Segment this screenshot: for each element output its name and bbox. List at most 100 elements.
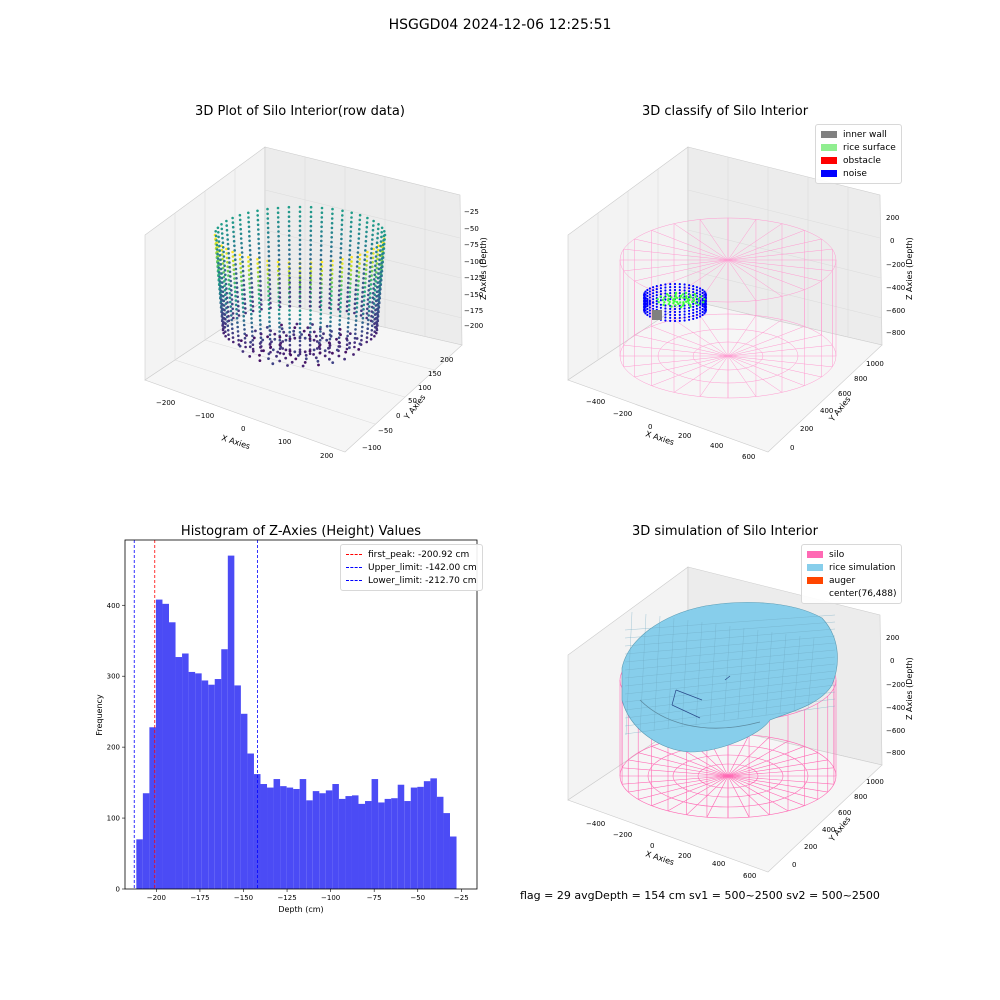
noise-point <box>701 313 704 317</box>
histogram-xtick-label: −75 <box>367 894 382 902</box>
scatter-point <box>219 267 223 271</box>
scatter-point <box>355 279 358 282</box>
scatter-point <box>268 316 271 319</box>
noise-point <box>655 302 658 305</box>
scatter-point <box>244 307 247 310</box>
scatter-point <box>268 283 272 286</box>
scatter-point <box>278 296 282 299</box>
scatter-point <box>340 237 343 241</box>
scatter-point <box>309 274 313 278</box>
histogram-bar <box>201 680 209 889</box>
scatter-point <box>220 298 223 301</box>
scatter-point <box>218 280 222 283</box>
silo-wire <box>727 775 770 816</box>
silo-wire <box>623 344 729 357</box>
scatter-point <box>370 247 373 250</box>
noise-point <box>703 312 706 315</box>
rice-surface-point <box>670 305 673 308</box>
scatter-point <box>237 304 240 308</box>
panel1-xtick: −200 <box>156 399 175 407</box>
scatter-point <box>309 322 312 325</box>
noise-point <box>699 306 702 309</box>
scatter-point <box>348 332 352 335</box>
scatter-point <box>374 275 378 279</box>
legend-label: silo <box>829 549 845 560</box>
scatter-point <box>259 284 262 288</box>
silo-wire <box>727 736 770 777</box>
scatter-point <box>319 286 322 290</box>
scatter-point <box>240 241 243 245</box>
noise-point <box>655 288 658 291</box>
noise-point <box>704 307 707 310</box>
scatter-point <box>371 265 374 269</box>
scatter-point <box>260 349 263 353</box>
histogram-bar <box>286 787 294 889</box>
histogram-bar <box>358 803 366 889</box>
scatter-point <box>298 243 302 246</box>
scatter-point <box>377 263 381 266</box>
scatter-point <box>293 326 297 329</box>
scatter-point <box>239 227 242 231</box>
scatter-point <box>375 241 379 244</box>
scatter-point <box>331 361 335 364</box>
scatter-point <box>218 249 221 252</box>
scatter-point <box>277 225 280 229</box>
scatter-point <box>215 248 219 251</box>
scatter-point <box>288 262 291 266</box>
scatter-point <box>349 230 353 233</box>
scatter-point <box>220 248 224 252</box>
mesh-line <box>624 628 836 647</box>
scatter-point <box>256 257 259 261</box>
scatter-point <box>319 330 322 333</box>
panel1-xtick: 100 <box>278 438 291 446</box>
scatter-point <box>278 359 282 363</box>
histogram-xtick-label: −25 <box>454 894 469 902</box>
noise-point <box>695 310 699 313</box>
histogram-bar <box>319 793 326 889</box>
scatter-point <box>231 259 235 263</box>
scatter-point <box>247 220 250 224</box>
scatter-point <box>347 281 350 285</box>
scatter-point <box>353 311 356 315</box>
scatter-point <box>278 338 282 342</box>
figure-title: HSGGD04 2024-12-06 12:25:51 <box>388 17 612 33</box>
scatter-point <box>371 238 374 241</box>
scatter-point <box>288 286 292 289</box>
scatter-point <box>350 260 353 263</box>
panel4-ytick: 0 <box>792 861 796 869</box>
scatter-point <box>249 304 253 307</box>
silo-wire <box>651 230 729 261</box>
scatter-point <box>370 252 373 255</box>
legend-entry: obstacle <box>821 154 896 167</box>
scatter-point <box>379 271 383 274</box>
silo-wire <box>727 259 757 301</box>
rice-surface-point <box>702 301 705 304</box>
scatter-point <box>361 321 364 324</box>
scatter-point <box>219 263 223 266</box>
scatter-point <box>366 323 370 326</box>
scatter-point <box>232 272 236 276</box>
scatter-point <box>353 341 357 344</box>
noise-point <box>644 302 647 305</box>
scatter-point <box>337 307 340 311</box>
scatter-point <box>357 232 361 236</box>
scatter-point <box>370 278 373 282</box>
scatter-point <box>229 309 233 313</box>
scatter-point <box>346 295 349 299</box>
mesh-line <box>624 684 836 711</box>
scatter-point <box>288 349 292 353</box>
mesh-line <box>624 705 836 735</box>
scatter-point <box>230 323 234 326</box>
noise-point <box>646 297 649 301</box>
scatter-point <box>309 267 312 270</box>
scatter-point <box>281 340 285 343</box>
panel2-ztick: −800 <box>886 329 905 337</box>
scatter-point <box>357 348 361 351</box>
legend-label: inner wall <box>843 129 887 140</box>
scatter-point <box>363 258 367 262</box>
scatter-point <box>238 257 242 261</box>
rice-surface-point <box>656 298 659 301</box>
noise-point <box>642 308 646 312</box>
scatter-point <box>298 224 302 228</box>
scatter-point <box>259 327 262 331</box>
